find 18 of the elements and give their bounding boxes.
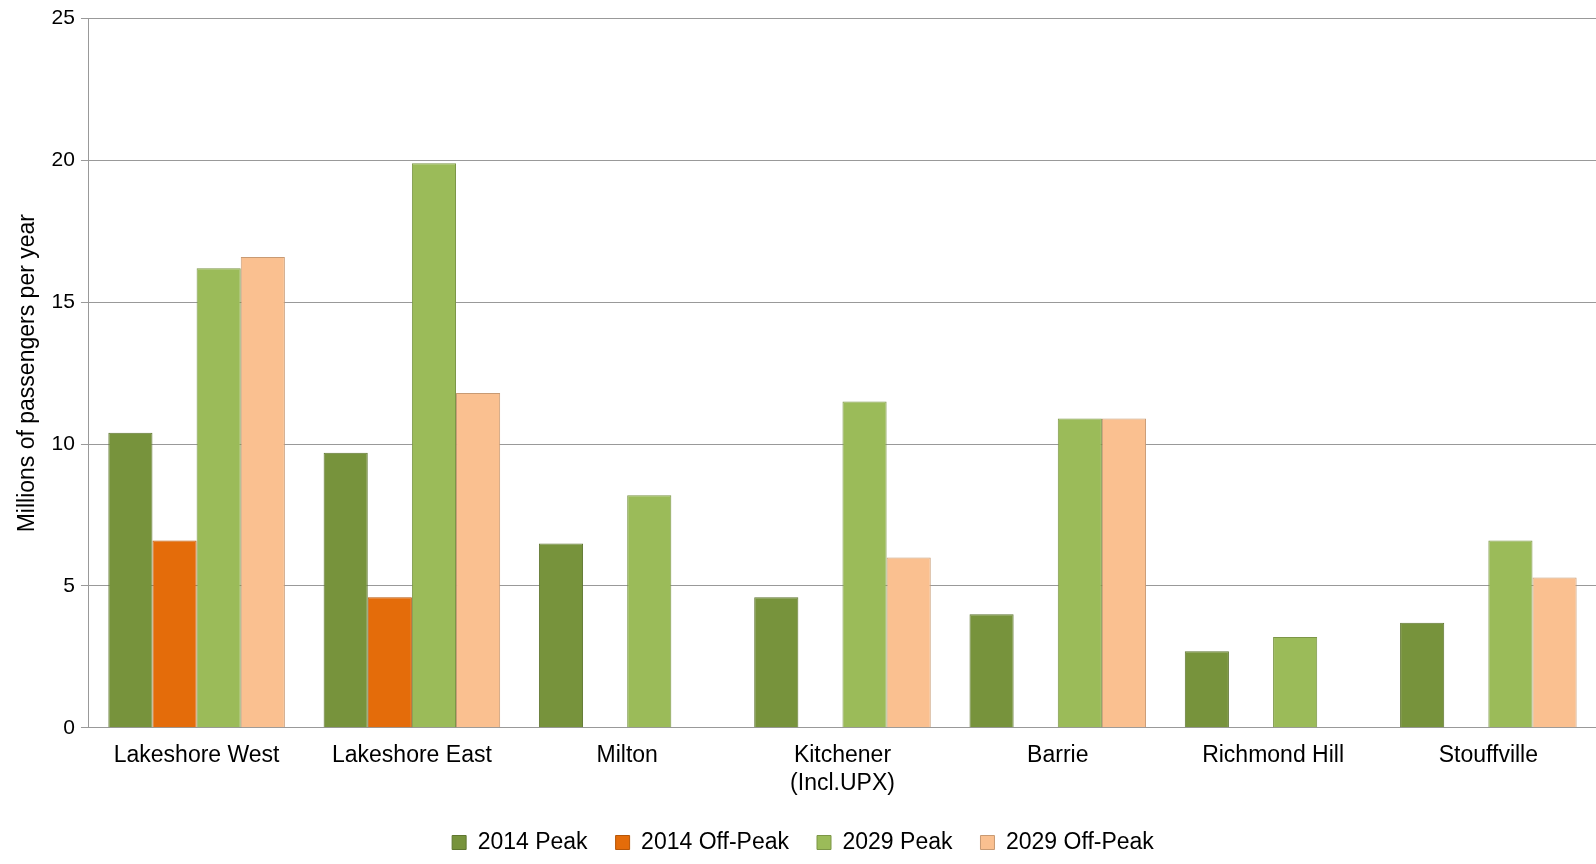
x-tick-label: Lakeshore East bbox=[331, 740, 493, 767]
y-tick-label: 0 bbox=[63, 714, 75, 738]
y-tick-label: 20 bbox=[51, 147, 75, 171]
x-tick-label: Lakeshore West bbox=[113, 740, 281, 767]
x-tick-label: Milton bbox=[596, 740, 658, 767]
y-tick-label: 10 bbox=[51, 430, 75, 454]
x-tick-label: Kitchener (Incl.UPX) bbox=[790, 740, 895, 795]
y-axis-title: Millions of passengers per year bbox=[13, 213, 40, 533]
legend-label: 2029 Off-Peak bbox=[1005, 827, 1155, 854]
legend-label: 2014 Peak bbox=[477, 827, 589, 854]
x-tick-label: Richmond Hill bbox=[1202, 740, 1344, 767]
y-tick-label: 15 bbox=[51, 289, 75, 313]
x-tick-label: Stouffville bbox=[1438, 740, 1539, 767]
x-tick-label: Barrie bbox=[1027, 740, 1089, 767]
legend-label: 2014 Off-Peak bbox=[641, 827, 790, 854]
y-tick-label: 25 bbox=[51, 5, 75, 29]
legend-label: 2029 Peak bbox=[842, 827, 953, 854]
y-tick-label: 5 bbox=[63, 572, 75, 596]
